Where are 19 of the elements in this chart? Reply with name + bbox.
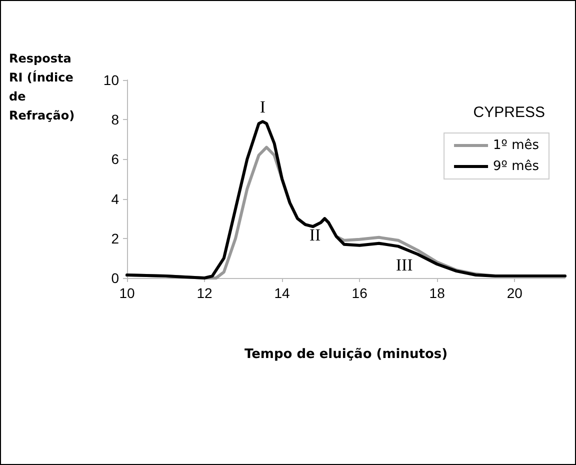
annotation: II [309, 226, 322, 245]
x-tick-label: 14 [274, 285, 290, 301]
legend-title: CYPRESS [473, 104, 546, 121]
x-axis-title: Tempo de eluição (minutos) [244, 347, 448, 362]
annotation: I [260, 98, 266, 117]
annotation: III [396, 255, 414, 274]
y-tick-label: 6 [111, 151, 120, 168]
x-tick-label: 18 [429, 285, 446, 301]
legend-label: 9º mês [493, 159, 540, 174]
x-tick-label: 12 [196, 285, 213, 301]
x-tick-label: 16 [352, 285, 368, 301]
x-tick-label: 20 [506, 285, 523, 301]
y-tick-label: 2 [111, 230, 120, 246]
legend-label: 1º mês [493, 138, 540, 153]
y-tick-label: 4 [111, 190, 120, 207]
y-tick-label: 0 [111, 270, 120, 286]
y-tick-label: 8 [111, 112, 120, 128]
y-tick-label: 10 [103, 72, 120, 88]
y-axis-title: Resposta RI (Índice de Refração) [9, 52, 78, 122]
